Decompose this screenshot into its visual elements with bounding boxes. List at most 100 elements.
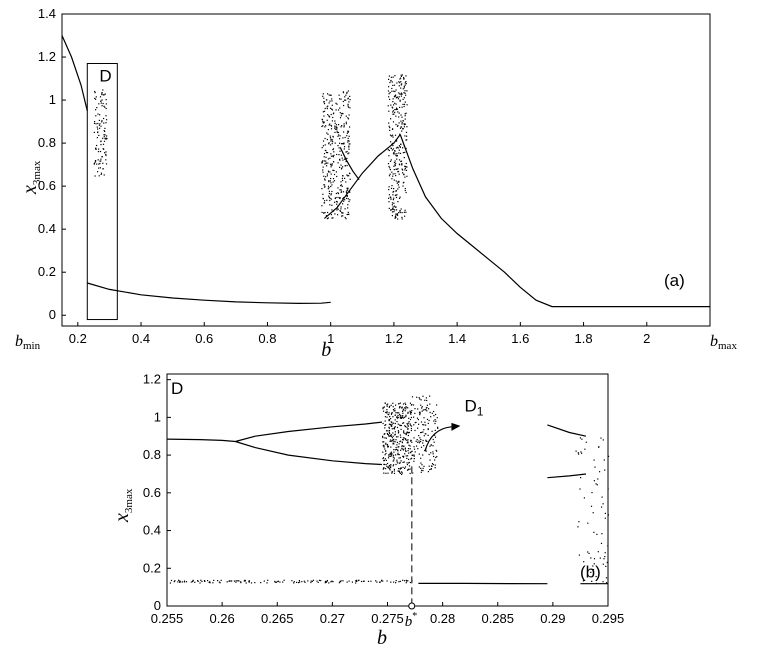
a-chaos-point xyxy=(95,148,97,150)
a-chaos-point xyxy=(328,180,330,182)
b-chaos-point xyxy=(208,581,210,583)
b-branch-line xyxy=(166,438,236,443)
a-chaos-point xyxy=(98,167,100,169)
a-chaos-point xyxy=(325,215,327,217)
b-chaos-point xyxy=(244,579,246,581)
a-chaos-point xyxy=(330,166,332,168)
b-chaos-point xyxy=(407,424,409,426)
a-chaos-point xyxy=(338,147,340,149)
b-chaos-point xyxy=(399,580,401,582)
a-chaos-point xyxy=(402,172,404,174)
b-chaos-point xyxy=(388,455,390,457)
b-chaos-point xyxy=(385,472,387,474)
a-chaos-point xyxy=(326,175,328,177)
b-chaos-point xyxy=(401,406,403,408)
a-chaos-point xyxy=(391,185,393,187)
a-chaos-point xyxy=(344,146,346,148)
b-chaos-point xyxy=(408,458,410,460)
a-chaos-point xyxy=(331,209,333,211)
b-chaos-point xyxy=(607,514,609,516)
critical-b-label: b* xyxy=(405,611,418,630)
b-branch-line xyxy=(235,440,383,466)
a-chaos-point xyxy=(105,115,107,117)
a-chaos-point xyxy=(404,151,406,153)
a-chaos-point xyxy=(340,113,343,115)
a-chaos-point xyxy=(322,193,324,195)
a-chaos-point xyxy=(395,196,398,199)
a-chaos-point xyxy=(388,110,390,112)
a-chaos-point xyxy=(398,212,400,214)
a-chaos-point xyxy=(344,208,346,210)
a-chaos-point xyxy=(341,157,343,159)
b-chaos-point xyxy=(575,450,577,452)
b-chaos-point xyxy=(424,399,426,401)
b-chaos-point xyxy=(381,580,383,582)
a-chaos-point xyxy=(96,107,98,109)
a-chaos-point xyxy=(390,159,392,161)
a-chaos-point xyxy=(348,143,350,145)
b-chaos-point xyxy=(383,445,385,447)
a-chaos-point xyxy=(328,195,330,197)
a-chaos-point xyxy=(393,104,395,106)
a-chaos-point xyxy=(346,92,348,94)
a-chaos-point xyxy=(349,126,351,128)
a-chaos-point xyxy=(348,148,350,150)
a-chaos-point xyxy=(341,177,343,179)
b-chaos-point xyxy=(390,581,392,583)
b-chaos-point xyxy=(399,468,401,470)
b-branch-line xyxy=(547,473,587,479)
a-chaos-point xyxy=(388,93,390,95)
a-chaos-point xyxy=(388,201,390,203)
a-chaos-point xyxy=(336,209,338,211)
b-chaos-point xyxy=(192,580,194,582)
a-chaos-point xyxy=(394,109,396,111)
b-chaos-point xyxy=(601,496,603,498)
b-chaos-point xyxy=(387,433,389,435)
a-chaos-point xyxy=(333,169,335,172)
b-chaos-point xyxy=(393,438,395,440)
b-chaos-point xyxy=(395,412,397,414)
a-chaos-point xyxy=(331,184,333,186)
a-chaos-point xyxy=(393,190,395,193)
a-chaos-point xyxy=(333,173,336,176)
b-chaos-point xyxy=(401,472,403,474)
b-chaos-point xyxy=(204,580,206,582)
a-chaos-point xyxy=(405,112,407,114)
a-chaos-point xyxy=(328,143,330,145)
b-chaos-point xyxy=(277,580,279,583)
b-chaos-point xyxy=(604,517,606,519)
b-chaos-point xyxy=(390,466,392,469)
b-chaos-point xyxy=(399,434,401,436)
a-chaos-point xyxy=(399,100,401,102)
a-chaos-point xyxy=(347,103,349,105)
a-chaos-point xyxy=(104,152,106,154)
a-chaos-point xyxy=(349,107,351,109)
a-chaos-point xyxy=(324,107,326,110)
critical-b-label-main: b xyxy=(405,614,413,630)
a-chaos-point xyxy=(101,94,103,96)
a-chaos-point xyxy=(94,97,96,99)
a-chaos-point xyxy=(392,173,394,175)
a-chaos-point xyxy=(99,167,101,169)
b-chaos-point xyxy=(388,423,390,425)
a-chaos-point xyxy=(347,188,349,190)
b-chaos-point xyxy=(409,418,412,421)
a-chaos-point xyxy=(388,175,391,177)
b-chaos-point xyxy=(301,581,303,583)
a-chaos-point xyxy=(96,144,98,147)
a-chaos-point xyxy=(99,127,101,129)
a-chaos-point xyxy=(100,140,102,142)
b-chaos-point xyxy=(384,448,386,450)
b-chaos-point xyxy=(422,454,424,456)
a-chaos-point xyxy=(391,171,393,173)
a-chaos-point xyxy=(339,189,341,191)
b-chaos-point xyxy=(385,464,387,466)
a-ytick-label: 0.2 xyxy=(38,264,56,279)
a-xtick-label: 1.2 xyxy=(385,331,403,346)
b-chaos-point xyxy=(402,437,404,439)
a-branch-line xyxy=(324,134,401,219)
a-chaos-point xyxy=(321,205,323,207)
a-xtick-label: 1.6 xyxy=(511,331,529,346)
a-chaos-point xyxy=(339,159,341,161)
b-chaos-point xyxy=(410,439,412,441)
